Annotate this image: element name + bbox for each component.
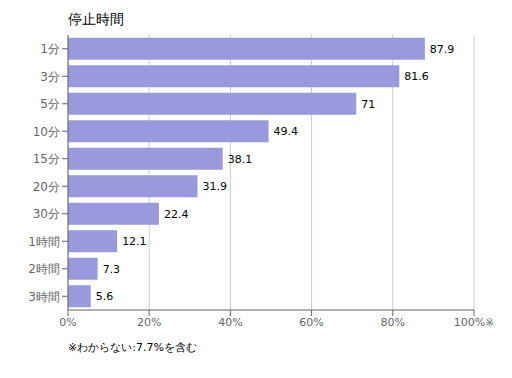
svg-text:3分: 3分 (40, 70, 60, 84)
svg-text:1分: 1分 (40, 42, 60, 56)
svg-text:71: 71 (361, 98, 375, 111)
svg-text:80%: 80% (381, 316, 405, 329)
html-text:※わからない:7.7%を含む: ※わからない:7.7%を含む (68, 341, 197, 354)
svg-text:5.6: 5.6 (96, 290, 114, 303)
svg-text:1時間: 1時間 (28, 235, 60, 249)
svg-text:100%※: 100%※ (454, 316, 495, 329)
svg-text:5分: 5分 (40, 97, 60, 111)
svg-text:87.9: 87.9 (430, 43, 455, 56)
svg-text:22.4: 22.4 (164, 208, 189, 221)
svg-text:7.3: 7.3 (103, 263, 121, 276)
svg-text:2時間: 2時間 (28, 262, 60, 276)
svg-text:3時間: 3時間 (28, 290, 60, 304)
svg-text:10分: 10分 (33, 125, 60, 139)
svg-text:31.9: 31.9 (203, 180, 228, 193)
svg-text:81.6: 81.6 (404, 70, 429, 83)
svg-text:40%: 40% (218, 316, 242, 329)
svg-text:20%: 20% (137, 316, 161, 329)
svg-text:15分: 15分 (33, 152, 60, 166)
svg-text:12.1: 12.1 (122, 235, 147, 248)
svg-text:20分: 20分 (33, 180, 60, 194)
html-text:停止時間: 停止時間 (68, 11, 124, 27)
svg-text:60%: 60% (299, 316, 323, 329)
svg-text:49.4: 49.4 (274, 125, 299, 138)
svg-text:30分: 30分 (33, 207, 60, 221)
svg-text:38.1: 38.1 (228, 153, 253, 166)
svg-text:0%: 0% (59, 316, 76, 329)
